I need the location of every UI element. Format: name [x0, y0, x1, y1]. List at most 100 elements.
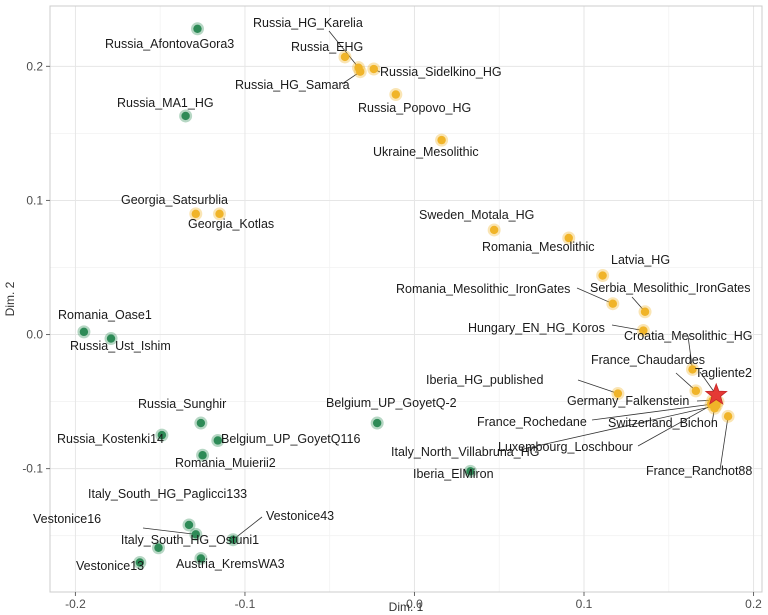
point-romania-oase1	[77, 325, 91, 339]
point-romania-mesolithic	[562, 231, 576, 245]
label-austria-kremswa3: Austria_KremsWA3	[176, 557, 285, 571]
label-russia-afontovagora3: Russia_AfontovaGora3	[105, 37, 234, 51]
point-iberia-hg-published	[611, 387, 625, 401]
point-core	[191, 530, 200, 539]
label-italy-north-villabruna-hg: Italy_North_Villabruna_HG	[391, 445, 539, 459]
point-france-ranchot88	[721, 409, 735, 423]
label-iberia-elmiron: Iberia_ElMiron	[413, 467, 494, 481]
y-tick-label: 0.0	[26, 328, 43, 342]
point-star-tagliente2	[704, 382, 728, 405]
leader-iberia-hg-published	[577, 379, 619, 394]
label-belgium-up-goyetq-2: Belgium_UP_GoyetQ-2	[326, 396, 457, 410]
point-russia-ust-ishim	[104, 332, 118, 346]
point-core	[489, 225, 499, 235]
point-italy-south-hg-ostuni1	[189, 527, 203, 541]
label-russia-kostenki14: Russia_Kostenki14	[57, 432, 164, 446]
point-latvia-hg	[596, 269, 610, 283]
label-germany-falkenstein: Germany_Falkenstein	[567, 394, 689, 408]
point-core	[691, 386, 701, 396]
label-romania-mesolithic: Romania_Mesolithic	[482, 240, 595, 254]
label-vestonice13: Vestonice13	[76, 559, 144, 573]
point-core	[564, 233, 573, 243]
leader-luxembourg-loschbour	[637, 401, 719, 447]
label-france-chaudardes: France_Chaudardes	[591, 353, 705, 367]
point-core	[191, 209, 200, 219]
label-vestonice43: Vestonice43	[266, 509, 334, 523]
label-sweden-motala-hg: Sweden_Motala_HG	[419, 208, 534, 222]
label-leader-lines	[142, 30, 729, 541]
label-france-rochedane: France_Rochedane	[477, 415, 587, 429]
label-russia-ma1-hg: Russia_MA1_HG	[117, 96, 214, 110]
point-russia-sidelkino-hg	[367, 62, 381, 76]
point-russia-ehg	[338, 50, 352, 64]
point-belgium-up-goyetq-2	[370, 416, 384, 430]
point-russia-sunghir	[194, 416, 208, 430]
point-iberia-elmiron	[463, 464, 477, 478]
point-romania-mesolithic-irongates	[606, 297, 620, 311]
label-russia-popovo-hg: Russia_Popovo_HG	[358, 101, 471, 115]
point-core	[106, 334, 116, 343]
label-georgia-satsurblia: Georgia_Satsurblia	[121, 193, 228, 207]
point-sweden-motala-hg	[487, 223, 501, 237]
leader-croatia-mesolithic-hg	[687, 335, 693, 370]
point-core	[193, 24, 202, 33]
label-russia-ust-ishim: Russia_Ust_Ishim	[70, 339, 171, 353]
label-switzerland-bichon: Switzerland_Bichon	[608, 416, 718, 430]
point-labels: Russia_AfontovaGora3 Russia_MA1_HG Romania…	[33, 16, 753, 573]
y-tick-label: 0.2	[26, 59, 43, 73]
label-georgia-kotlas: Georgia_Kotlas	[188, 217, 274, 231]
label-serbia-mesolithic-irongates: Serbia_Mesolithic_IronGates	[590, 281, 751, 295]
point-core	[466, 467, 475, 476]
point-core	[437, 135, 446, 145]
leader-russia-hg-karelia	[328, 30, 359, 68]
point-core	[135, 558, 145, 567]
point-core	[215, 209, 224, 219]
point-core	[369, 64, 378, 74]
plot-border	[49, 5, 763, 593]
leader-hungary-en-hg-koros	[611, 324, 644, 331]
leader-italy-south-hg-ostuni1	[142, 527, 196, 535]
point-vestonice13	[133, 555, 147, 569]
point-core	[181, 111, 190, 121]
point-russia-ma1-hg	[179, 109, 193, 123]
x-tick-label: 0.2	[745, 597, 762, 611]
point-serbia-mesolithic-irongates	[638, 305, 652, 319]
point-core	[723, 412, 733, 421]
point-italy-south-hg-paglicci133	[182, 518, 196, 532]
label-iberia-hg-published: Iberia_HG_published	[426, 373, 543, 387]
label-belgium-up-goyetq116: Belgium_UP_GoyetQ116	[221, 432, 360, 446]
leader-italy-north-villabruna-hg	[518, 405, 717, 451]
label-tagliente2: Tagliente2	[695, 366, 752, 380]
label-france-ranchot88: France_Ranchot88	[646, 464, 752, 478]
point-core	[196, 554, 206, 563]
point-core	[688, 365, 697, 374]
label-croatia-mesolithic-hg: Croatia_Mesolithic_HG	[624, 329, 753, 343]
label-romania-oase1: Romania_Oase1	[58, 308, 152, 322]
point-belgium-up-goyetq116	[211, 433, 225, 447]
point-core	[608, 299, 618, 308]
point-core	[79, 327, 89, 337]
point-core	[340, 52, 350, 62]
label-italy-south-hg-ostuni1: Italy_South_HG_Ostuni1	[121, 533, 259, 547]
point-hungary-en-hg-koros	[636, 324, 650, 338]
point-core	[157, 430, 167, 440]
point-vestonice16	[151, 541, 165, 555]
label-latvia-hg: Latvia_HG	[611, 253, 670, 267]
x-tick-label: -0.1	[235, 597, 256, 611]
leader-france-chaudardes	[675, 372, 697, 392]
y-tick-label: 0.1	[26, 193, 43, 207]
point-core	[391, 90, 401, 99]
label-italy-south-hg-paglicci133: Italy_South_HG_Paglicci133	[88, 487, 247, 501]
grid	[50, 6, 762, 592]
label-russia-hg-karelia: Russia_HG_Karelia	[253, 16, 363, 30]
x-tick-label: 0.0	[406, 597, 423, 611]
point-romania-muierii2	[196, 448, 210, 462]
data-points	[77, 22, 735, 569]
x-axis-title: Dim. 1	[389, 600, 424, 614]
point-core	[356, 67, 365, 76]
point-core	[712, 401, 721, 410]
point-france-chaudardes	[689, 384, 703, 398]
label-russia-hg-samara: Russia_HG_Samara	[235, 78, 350, 92]
point-core	[639, 326, 648, 335]
